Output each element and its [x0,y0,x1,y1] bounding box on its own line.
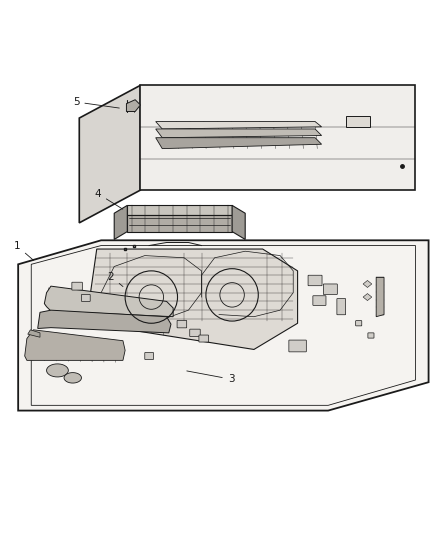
Polygon shape [127,205,232,215]
Polygon shape [346,116,370,127]
FancyBboxPatch shape [81,294,90,302]
FancyBboxPatch shape [313,296,326,305]
Polygon shape [79,85,141,223]
Polygon shape [88,249,297,350]
Text: 1: 1 [14,241,34,260]
Polygon shape [363,294,372,301]
Polygon shape [18,240,428,410]
FancyBboxPatch shape [289,340,306,352]
Text: 3: 3 [187,371,234,384]
FancyBboxPatch shape [72,282,82,290]
Polygon shape [376,277,384,317]
Polygon shape [232,205,245,239]
Polygon shape [155,129,321,138]
Text: 2: 2 [108,272,123,287]
FancyBboxPatch shape [199,335,208,342]
Polygon shape [155,138,321,149]
FancyBboxPatch shape [337,298,346,315]
Polygon shape [44,286,173,317]
Text: 4: 4 [95,189,123,209]
Polygon shape [363,280,372,287]
Polygon shape [25,330,125,360]
Polygon shape [114,205,127,239]
Polygon shape [127,215,232,231]
Polygon shape [38,310,171,333]
FancyBboxPatch shape [190,329,200,336]
Text: 5: 5 [73,97,119,108]
FancyBboxPatch shape [323,284,337,294]
FancyBboxPatch shape [145,352,153,359]
Polygon shape [64,373,81,383]
FancyBboxPatch shape [308,275,322,286]
Polygon shape [46,364,68,377]
Polygon shape [28,330,40,337]
Polygon shape [127,100,141,111]
Polygon shape [155,122,321,129]
FancyBboxPatch shape [177,320,187,328]
FancyBboxPatch shape [368,333,374,338]
Polygon shape [141,85,416,190]
FancyBboxPatch shape [356,321,362,326]
